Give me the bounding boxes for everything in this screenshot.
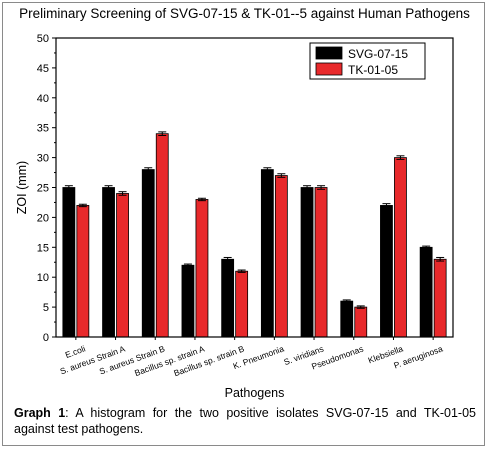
- bar-svg-07-15: [62, 187, 76, 338]
- y-tick-label: 5: [43, 302, 49, 314]
- bar-svg-07-15: [340, 300, 354, 338]
- y-tick-label: 10: [37, 272, 49, 284]
- legend-swatch-svg-07-15: [315, 46, 343, 60]
- y-tick-label: 50: [37, 33, 49, 45]
- bar-tk-01-05: [116, 193, 129, 338]
- y-tick-label: 20: [37, 212, 49, 224]
- chart-title: Preliminary Screening of SVG-07-15 & TK-…: [19, 6, 470, 21]
- bar-svg-07-15: [300, 187, 314, 338]
- legend-label: SVG-07-15: [348, 47, 408, 61]
- bar-tk-01-05: [433, 258, 447, 338]
- plot-area-border: [55, 37, 454, 338]
- x-axis-label: Pathogens: [225, 386, 285, 400]
- legend-label: TK-01-05: [348, 63, 398, 77]
- y-tick-label: 0: [43, 332, 49, 344]
- legend-swatch-tk-01-05: [315, 62, 343, 76]
- bar-svg-07-15: [221, 258, 235, 338]
- y-tick-label: 35: [37, 123, 49, 135]
- caption-label: Graph 1: [14, 406, 66, 420]
- bar-tk-01-05: [274, 175, 288, 338]
- y-tick-label: 15: [37, 242, 49, 254]
- bar-tk-01-05: [155, 133, 169, 338]
- figure-caption: Graph 1: A histogram for the two positiv…: [14, 405, 476, 437]
- bar-svg-07-15: [181, 264, 195, 338]
- y-tick-label: 45: [37, 63, 49, 75]
- bar-svg-07-15: [419, 246, 433, 338]
- caption-text: : A histogram for the two positive isola…: [14, 406, 476, 436]
- y-tick-label: 25: [37, 183, 49, 195]
- bar-tk-01-05: [394, 157, 407, 338]
- bar-svg-07-15: [260, 169, 274, 338]
- bar-svg-07-15: [102, 187, 115, 338]
- bar-tk-01-05: [76, 205, 90, 338]
- bar-svg-07-15: [380, 205, 393, 338]
- bar-tk-01-05: [195, 199, 209, 338]
- bar-svg-07-15: [141, 169, 155, 338]
- y-tick-label: 30: [37, 153, 49, 165]
- bar-tk-01-05: [235, 270, 249, 338]
- bar-tk-01-05: [354, 306, 368, 338]
- figure-frame: [2, 2, 485, 446]
- y-axis-label: ZOI (mm): [15, 161, 29, 214]
- y-tick-label: 40: [37, 93, 49, 105]
- bar-tk-01-05: [314, 187, 328, 338]
